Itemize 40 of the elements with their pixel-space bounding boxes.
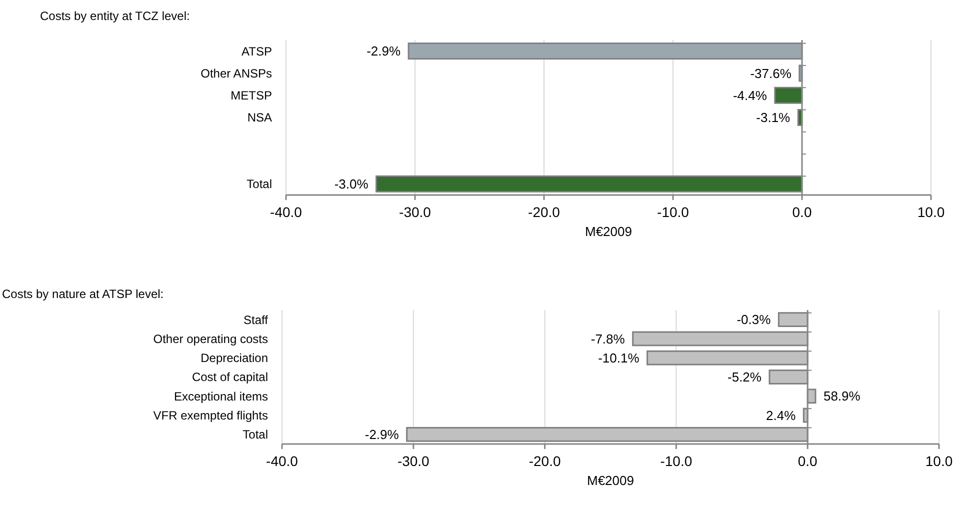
y-tick-label: METSP bbox=[230, 88, 272, 103]
x-tick-label: -10.0 bbox=[660, 453, 692, 469]
annotation: -37.6% bbox=[750, 66, 792, 81]
x-axis-title: M€2009 bbox=[585, 224, 632, 239]
annotation: -5.2% bbox=[728, 370, 762, 385]
x-axis-title: M€2009 bbox=[587, 473, 634, 488]
x-tick-label: 0.0 bbox=[792, 204, 812, 220]
annotation: 58.9% bbox=[823, 388, 861, 404]
y-tick-label: NSA bbox=[247, 110, 272, 125]
x-tick-label: 10.0 bbox=[925, 453, 953, 469]
y-tick-label: Total bbox=[246, 177, 272, 192]
annotation: -3.1% bbox=[756, 110, 791, 126]
annotation: -3.0% bbox=[334, 176, 369, 192]
x-tick-label: 0.0 bbox=[798, 453, 818, 469]
x-tick-label: 10.0 bbox=[917, 204, 945, 220]
y-tick-label: Depreciation bbox=[200, 351, 268, 366]
text: Costs by entity at TCZ level: bbox=[40, 9, 190, 23]
annotation: -10.1% bbox=[598, 350, 640, 366]
y-tick-label: VFR exempted flights bbox=[153, 408, 268, 422]
x-tick-label: -30.0 bbox=[397, 453, 430, 469]
y-tick-label: Cost of capital bbox=[192, 370, 268, 384]
y-tick-label: Other operating costs bbox=[153, 332, 268, 346]
annotation: -4.4% bbox=[732, 88, 768, 103]
annotation: -7.8% bbox=[590, 331, 626, 346]
x-tick-label: -10.0 bbox=[657, 204, 690, 220]
x-tick-label: -20.0 bbox=[528, 204, 560, 220]
y-tick-label: Other ANSPs bbox=[200, 66, 272, 80]
annotation: -2.9% bbox=[366, 44, 401, 59]
x-tick-label: -20.0 bbox=[528, 453, 561, 469]
x-tick-label: -30.0 bbox=[399, 204, 432, 220]
text: Costs by nature at ATSP level: bbox=[2, 287, 164, 301]
x-tick-label: -40.0 bbox=[266, 453, 298, 469]
y-tick-label: Exceptional items bbox=[174, 389, 268, 404]
annotation: -0.3% bbox=[736, 312, 772, 328]
x-tick-label: -40.0 bbox=[270, 204, 302, 220]
annotation: -2.9% bbox=[364, 426, 400, 442]
y-tick-label: Total bbox=[242, 428, 268, 442]
annotation: 2.4% bbox=[766, 408, 796, 423]
y-tick-label: Staff bbox=[244, 312, 269, 327]
y-tick-label: ATSP bbox=[242, 44, 272, 58]
